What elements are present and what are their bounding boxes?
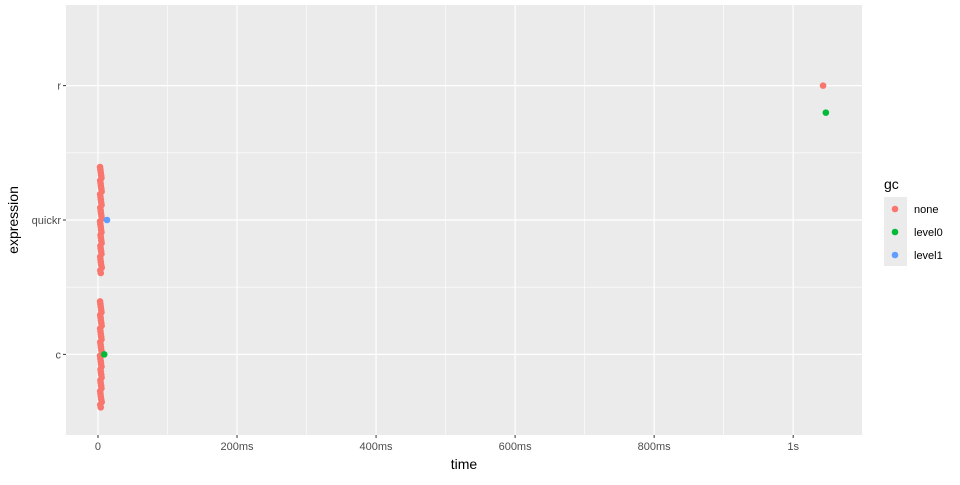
x-tick-label: 1s (787, 441, 799, 453)
y-axis: c quickr r (32, 81, 66, 361)
y-tick-label: quickr (32, 215, 62, 227)
legend-title: gc (884, 176, 899, 192)
legend-key-level0 (891, 228, 899, 236)
point-r-level0 (822, 109, 830, 116)
x-tick-label: 200ms (221, 441, 255, 453)
major-gridlines (66, 5, 862, 435)
x-tick-label: 600ms (499, 441, 533, 453)
point-c-level0 (100, 351, 108, 358)
point-quickr-level1 (103, 216, 111, 224)
point-c-none (97, 404, 105, 411)
point-r-none (819, 82, 827, 89)
y-tick-label: c (56, 349, 62, 361)
x-axis-title: time (451, 456, 478, 472)
legend-label-level0: level0 (914, 227, 943, 239)
x-axis: 0 200ms 400ms 600ms 800ms 1s (95, 435, 799, 453)
x-tick-label: 400ms (360, 441, 394, 453)
y-axis-title: expression (5, 186, 21, 254)
legend-key-level1 (891, 251, 899, 259)
point-quickr-none (97, 269, 105, 277)
data-points (96, 82, 830, 411)
x-tick-label: 800ms (638, 441, 672, 453)
legend-label-none: none (914, 204, 938, 216)
legend-label-level1: level1 (914, 250, 943, 262)
y-tick-label: r (57, 81, 61, 93)
legend-key-none (891, 205, 899, 213)
x-tick-label: 0 (95, 441, 101, 453)
legend: gc none level0 level1 (884, 176, 943, 266)
